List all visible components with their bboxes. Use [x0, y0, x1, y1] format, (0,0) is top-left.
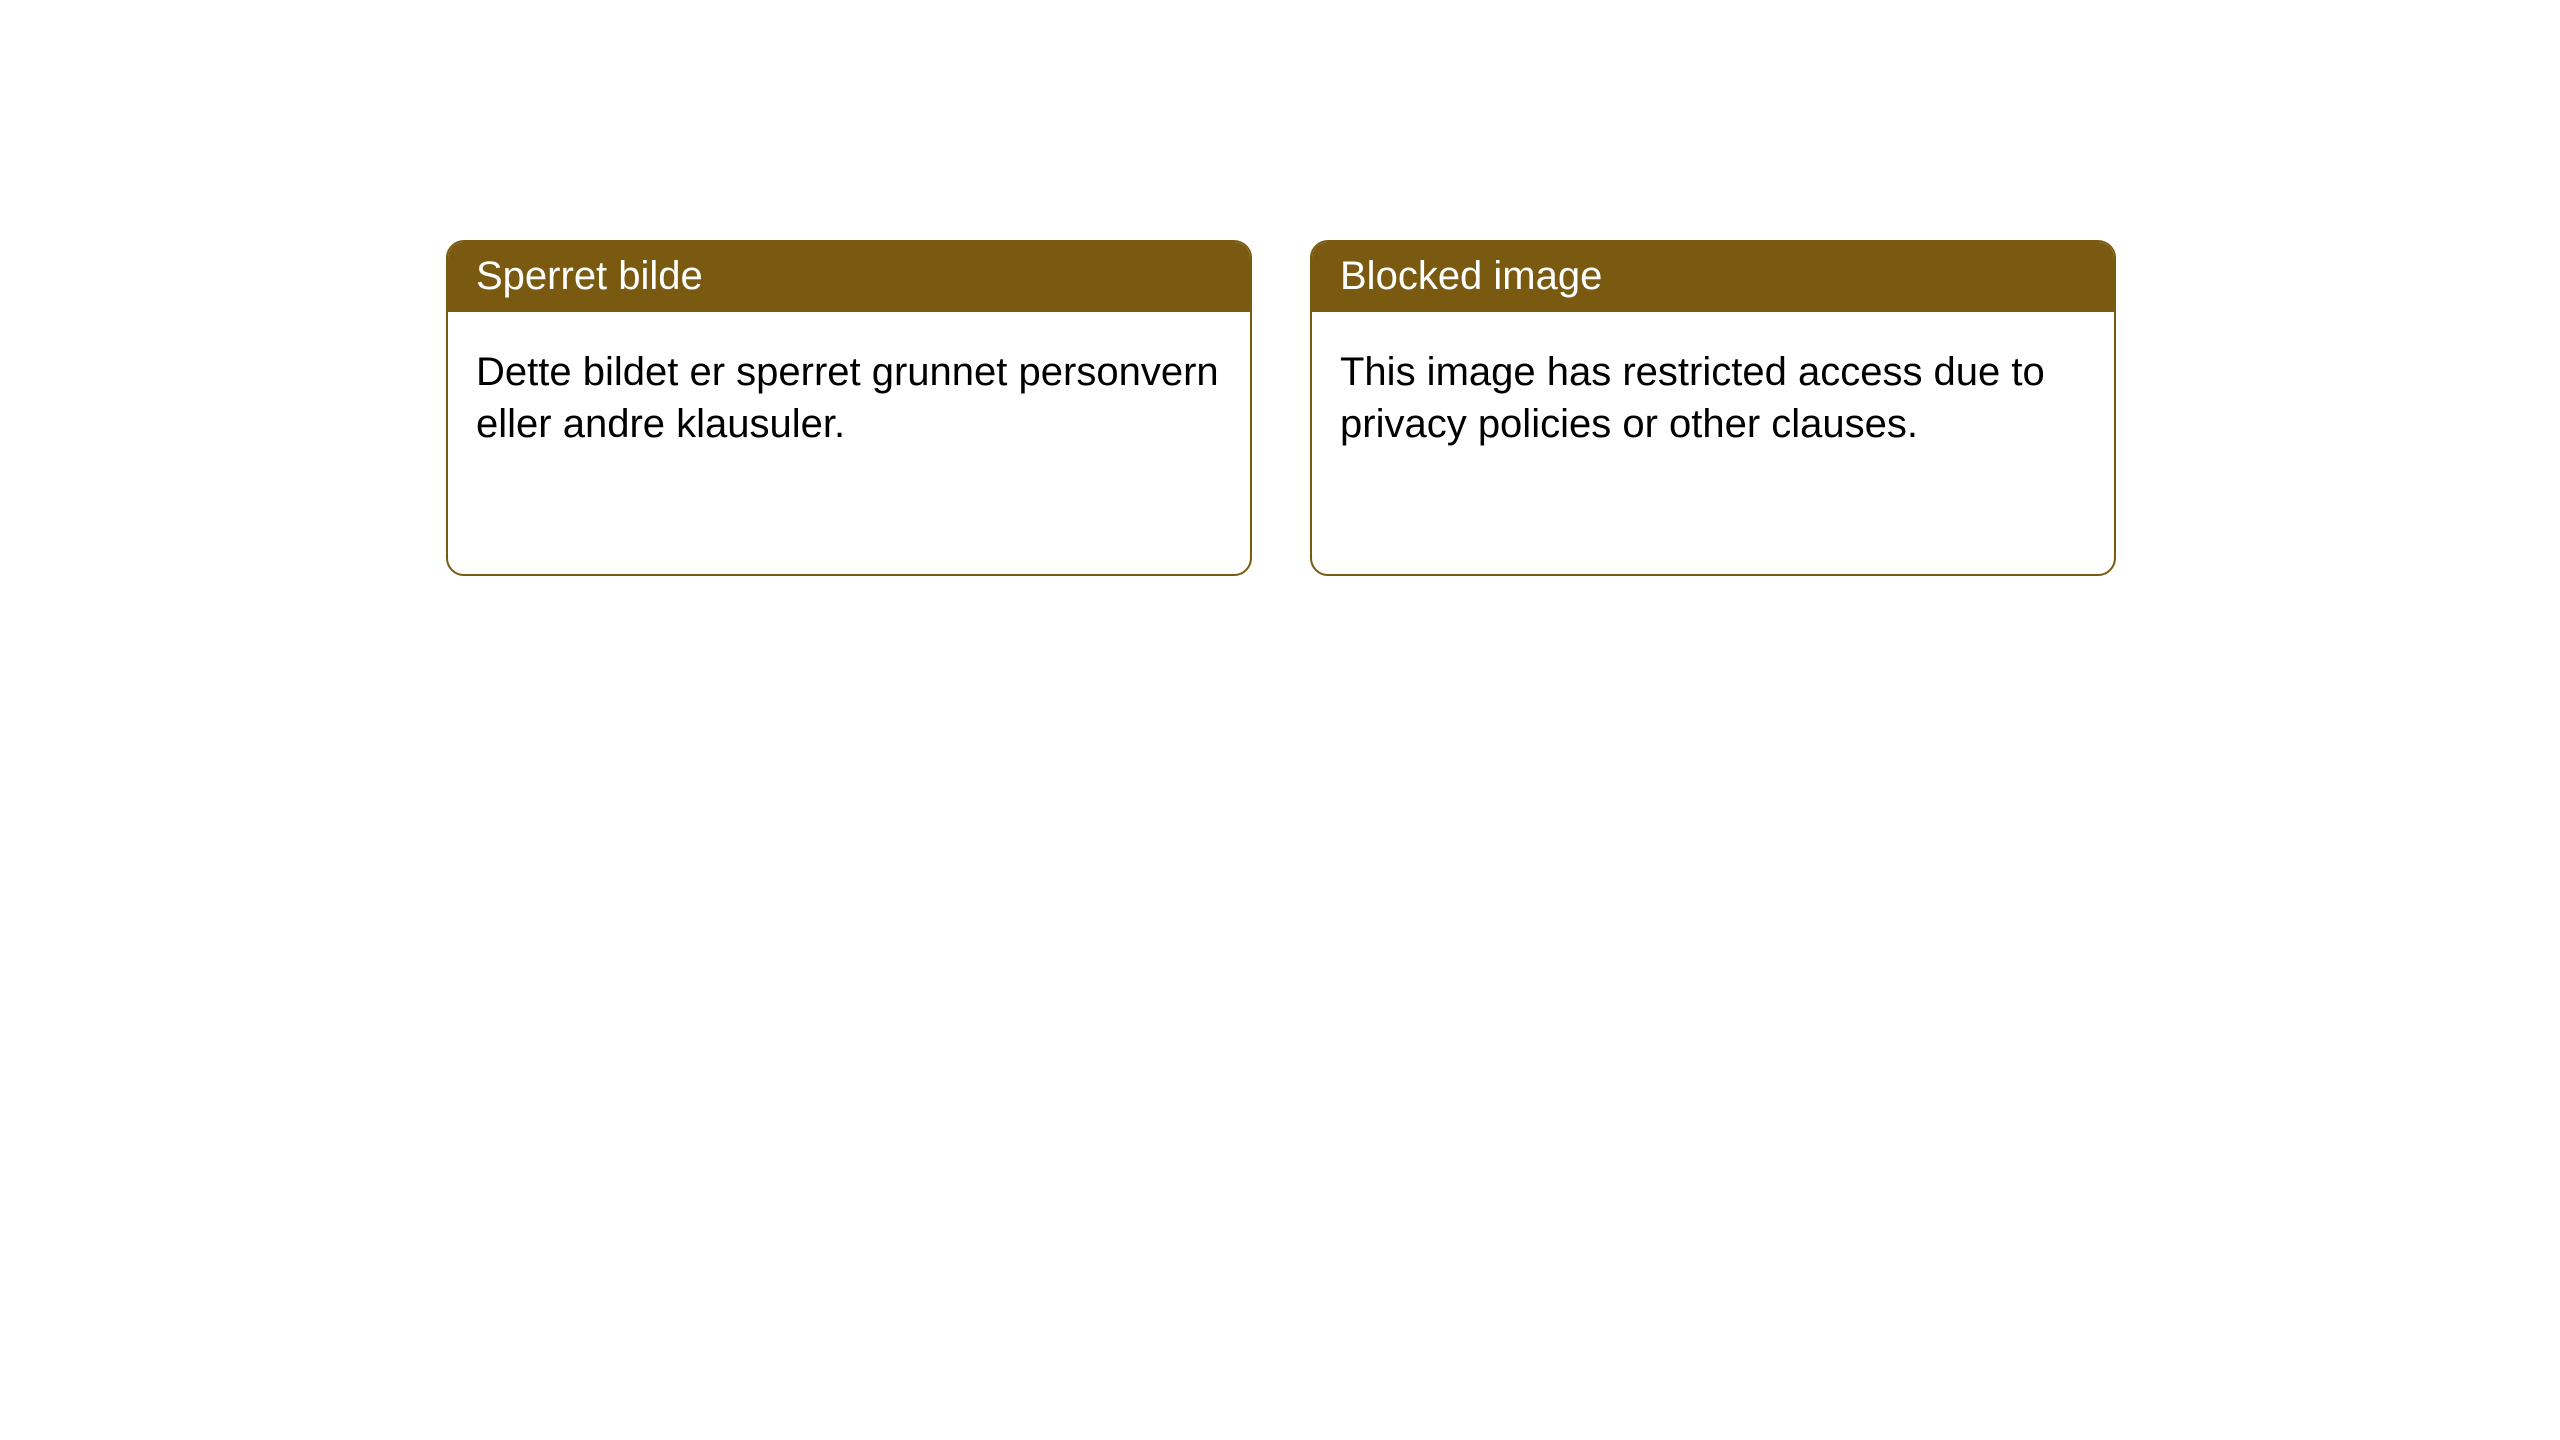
notice-card-title: Sperret bilde: [448, 242, 1250, 312]
notice-card-body: Dette bildet er sperret grunnet personve…: [448, 312, 1250, 484]
notice-card-english: Blocked image This image has restricted …: [1310, 240, 2116, 576]
notice-container: Sperret bilde Dette bildet er sperret gr…: [0, 0, 2560, 576]
notice-card-body: This image has restricted access due to …: [1312, 312, 2114, 484]
notice-card-title: Blocked image: [1312, 242, 2114, 312]
notice-card-norwegian: Sperret bilde Dette bildet er sperret gr…: [446, 240, 1252, 576]
